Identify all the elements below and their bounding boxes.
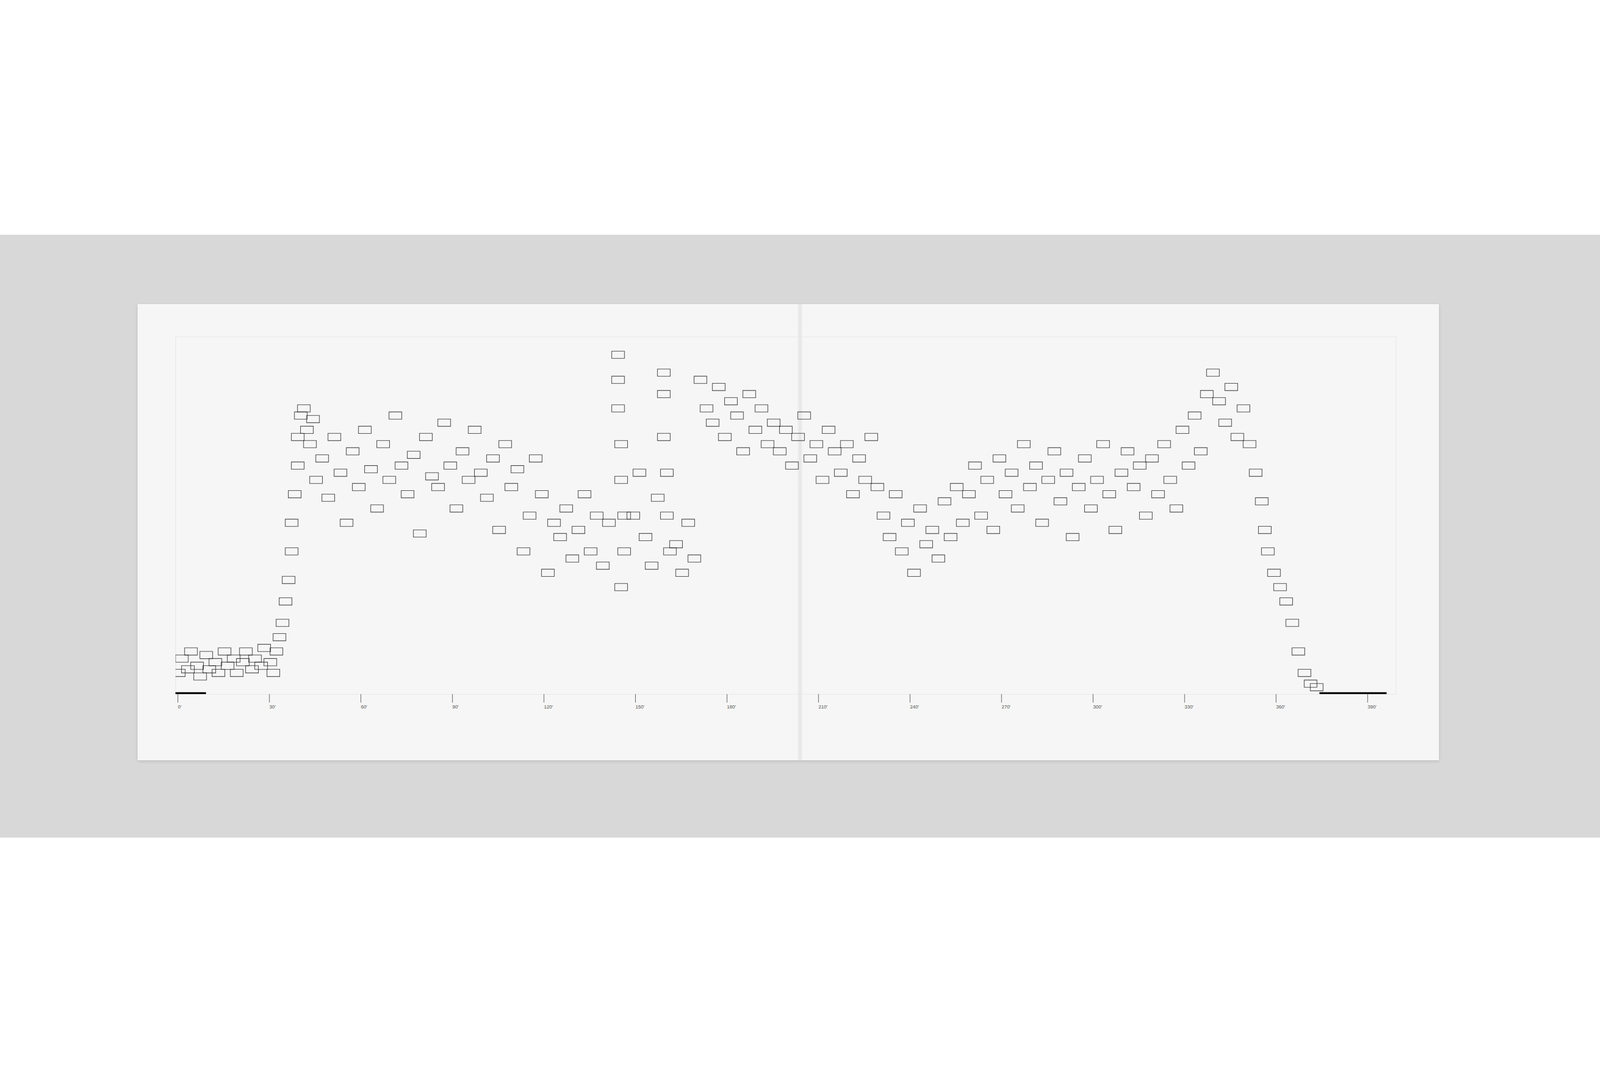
svg-text:30': 30': [269, 704, 276, 710]
svg-text:240': 240': [909, 704, 919, 710]
svg-text:180': 180': [726, 704, 736, 710]
svg-text:390': 390': [1367, 704, 1377, 710]
svg-text:360': 360': [1276, 704, 1286, 710]
svg-text:0': 0': [178, 704, 182, 710]
svg-text:60': 60': [361, 704, 368, 710]
svg-text:90': 90': [452, 704, 459, 710]
svg-text:150': 150': [635, 704, 645, 710]
svg-text:330': 330': [1184, 704, 1194, 710]
svg-text:300': 300': [1093, 704, 1103, 710]
svg-text:120': 120': [544, 704, 554, 710]
svg-text:210': 210': [818, 704, 828, 710]
svg-text:270': 270': [1001, 704, 1011, 710]
